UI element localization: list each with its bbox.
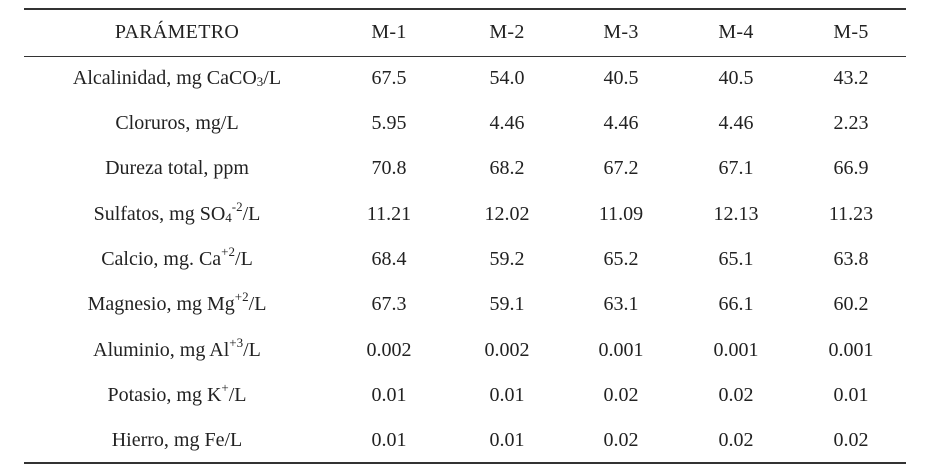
value-cell-m3: 11.09 [598, 203, 644, 225]
table-header-rule [24, 56, 906, 57]
header-parameter: PARÁMETRO [114, 21, 240, 43]
parameter-unit: /L [235, 248, 253, 270]
parameter-text: Calcio, mg. Ca [101, 248, 222, 270]
header-m5: M-5 [833, 21, 869, 43]
value-cell-m1: 11.21 [366, 203, 412, 225]
parameter-unit: /L [263, 67, 282, 89]
value-cell-m4: 65.1 [718, 248, 754, 270]
table-row: Magnesio, mg Mg +2/L 67.3 59.1 63.1 66.1 60.2 [24, 282, 906, 327]
parameter-cell: Calcio, mg. Ca +2/L [101, 243, 253, 271]
value-cell-m5: 60.2 [833, 293, 869, 315]
parameter-cell: Aluminio, mg Al +3/L [93, 334, 261, 362]
parameter-text: Aluminio, mg Al [93, 339, 230, 361]
header-m4: M-4 [718, 21, 754, 43]
parameter-cell: Dureza total, ppm [24, 146, 330, 191]
value-cell-m2: 59.1 [489, 293, 525, 315]
parameter-text: Potasio, mg K [107, 384, 222, 406]
value-cell-m4: 66.1 [718, 293, 754, 315]
value-cell-m2: 68.2 [489, 157, 525, 179]
value-cell-m5: 2.23 [833, 112, 869, 134]
value-cell-m4: 0.02 [718, 384, 754, 406]
value-cell-m1: 0.01 [371, 384, 407, 406]
value-cell-m3: 0.02 [603, 384, 639, 406]
header-m2: M-2 [489, 21, 525, 43]
value-cell-m1: 5.95 [371, 112, 407, 134]
parameter-cell: Alcalinidad, mg CaCO 3/L [72, 67, 282, 89]
value-cell-m2: 0.01 [489, 384, 525, 406]
table-row: Alcalinidad, mg CaCO 3/L 67.5 54.0 40.5 40.5 4… [24, 56, 906, 101]
value-cell-m1: 68.4 [371, 248, 407, 270]
value-cell-m4: 67.1 [718, 157, 754, 179]
value-cell-m4: 4.46 [718, 112, 754, 134]
value-cell-m1: 70.8 [371, 157, 407, 179]
value-cell-m3: 4.46 [603, 112, 639, 134]
header-m1: M-1 [371, 21, 407, 43]
parameter-text: Cloruros, mg/L [115, 112, 239, 134]
value-cell-m3: 63.1 [603, 293, 639, 315]
value-cell-m1: 0.01 [371, 429, 407, 451]
value-cell-m4: 40.5 [718, 67, 754, 89]
value-cell-m3: 65.2 [603, 248, 639, 270]
value-cell-m2: 0.01 [489, 429, 525, 451]
value-cell-m5: 11.23 [828, 203, 874, 225]
table-row: Dureza total, ppm 70.8 68.2 67.2 67.1 66.9 [24, 146, 906, 191]
value-cell-m3: 0.001 [598, 339, 644, 361]
value-cell-m3: 40.5 [603, 67, 639, 89]
value-cell-m2: 4.46 [489, 112, 525, 134]
value-cell-m5: 43.2 [833, 67, 869, 89]
table-header-row: PARÁMETRO M-1 M-2 M-3 M-4 M-5 [24, 10, 906, 55]
parameter-cell: Potasio, mg K +/L [107, 379, 247, 407]
value-cell-m3: 0.02 [603, 429, 639, 451]
parameter-text: Hierro, mg Fe/L [111, 429, 243, 451]
value-cell-m2: 54.0 [489, 67, 525, 89]
value-cell-m3: 67.2 [603, 157, 639, 179]
parameter-unit: /L [228, 384, 247, 406]
parameter-text: Alcalinidad, mg CaCO [72, 67, 257, 89]
table-bottom-rule [24, 462, 906, 464]
parameter-text: Sulfatos, mg SO [93, 203, 226, 225]
value-cell-m5: 0.001 [828, 339, 874, 361]
table-row: Aluminio, mg Al +3/L 0.002 0.002 0.001 0.001 0… [24, 328, 906, 373]
table-top-rule [24, 8, 906, 10]
header-m3: M-3 [603, 21, 639, 43]
table-row: Calcio, mg. Ca +2/L 68.4 59.2 65.2 65.1 63.8 [24, 237, 906, 282]
parameter-unit: /L [242, 203, 261, 225]
table-row: Hierro, mg Fe/L 0.01 0.01 0.02 0.02 0.02 [24, 418, 906, 463]
value-cell-m1: 0.002 [366, 339, 412, 361]
value-cell-m4: 12.13 [713, 203, 759, 225]
value-cell-m2: 12.02 [484, 203, 530, 225]
table-row: Potasio, mg K +/L 0.01 0.01 0.02 0.02 0.01 [24, 373, 906, 418]
table-row: Sulfatos, mg SO 4 -2/L 11.21 12.02 11.09 12.13… [24, 192, 906, 237]
value-cell-m5: 66.9 [833, 157, 869, 179]
value-cell-m4: 0.001 [713, 339, 759, 361]
parameter-text: Magnesio, mg Mg [87, 293, 235, 315]
value-cell-m5: 0.02 [833, 429, 869, 451]
parameter-unit: /L [243, 339, 261, 361]
value-cell-m2: 59.2 [489, 248, 525, 270]
parameter-cell: Cloruros, mg/L [24, 101, 330, 146]
value-cell-m5: 0.01 [833, 384, 869, 406]
value-cell-m4: 0.02 [718, 429, 754, 451]
value-cell-m5: 63.8 [833, 248, 869, 270]
parameter-cell: Sulfatos, mg SO 4 -2/L [93, 198, 261, 226]
parameter-text: Dureza total, ppm [105, 157, 249, 179]
table-row: Cloruros, mg/L 5.95 4.46 4.46 4.46 2.23 [24, 101, 906, 146]
value-cell-m2: 0.002 [484, 339, 530, 361]
parameter-cell: Magnesio, mg Mg +2/L [87, 288, 267, 316]
value-cell-m1: 67.3 [371, 293, 407, 315]
value-cell-m1: 67.5 [371, 67, 407, 89]
parameter-unit: /L [248, 293, 267, 315]
parameter-cell: Hierro, mg Fe/L [24, 418, 330, 463]
